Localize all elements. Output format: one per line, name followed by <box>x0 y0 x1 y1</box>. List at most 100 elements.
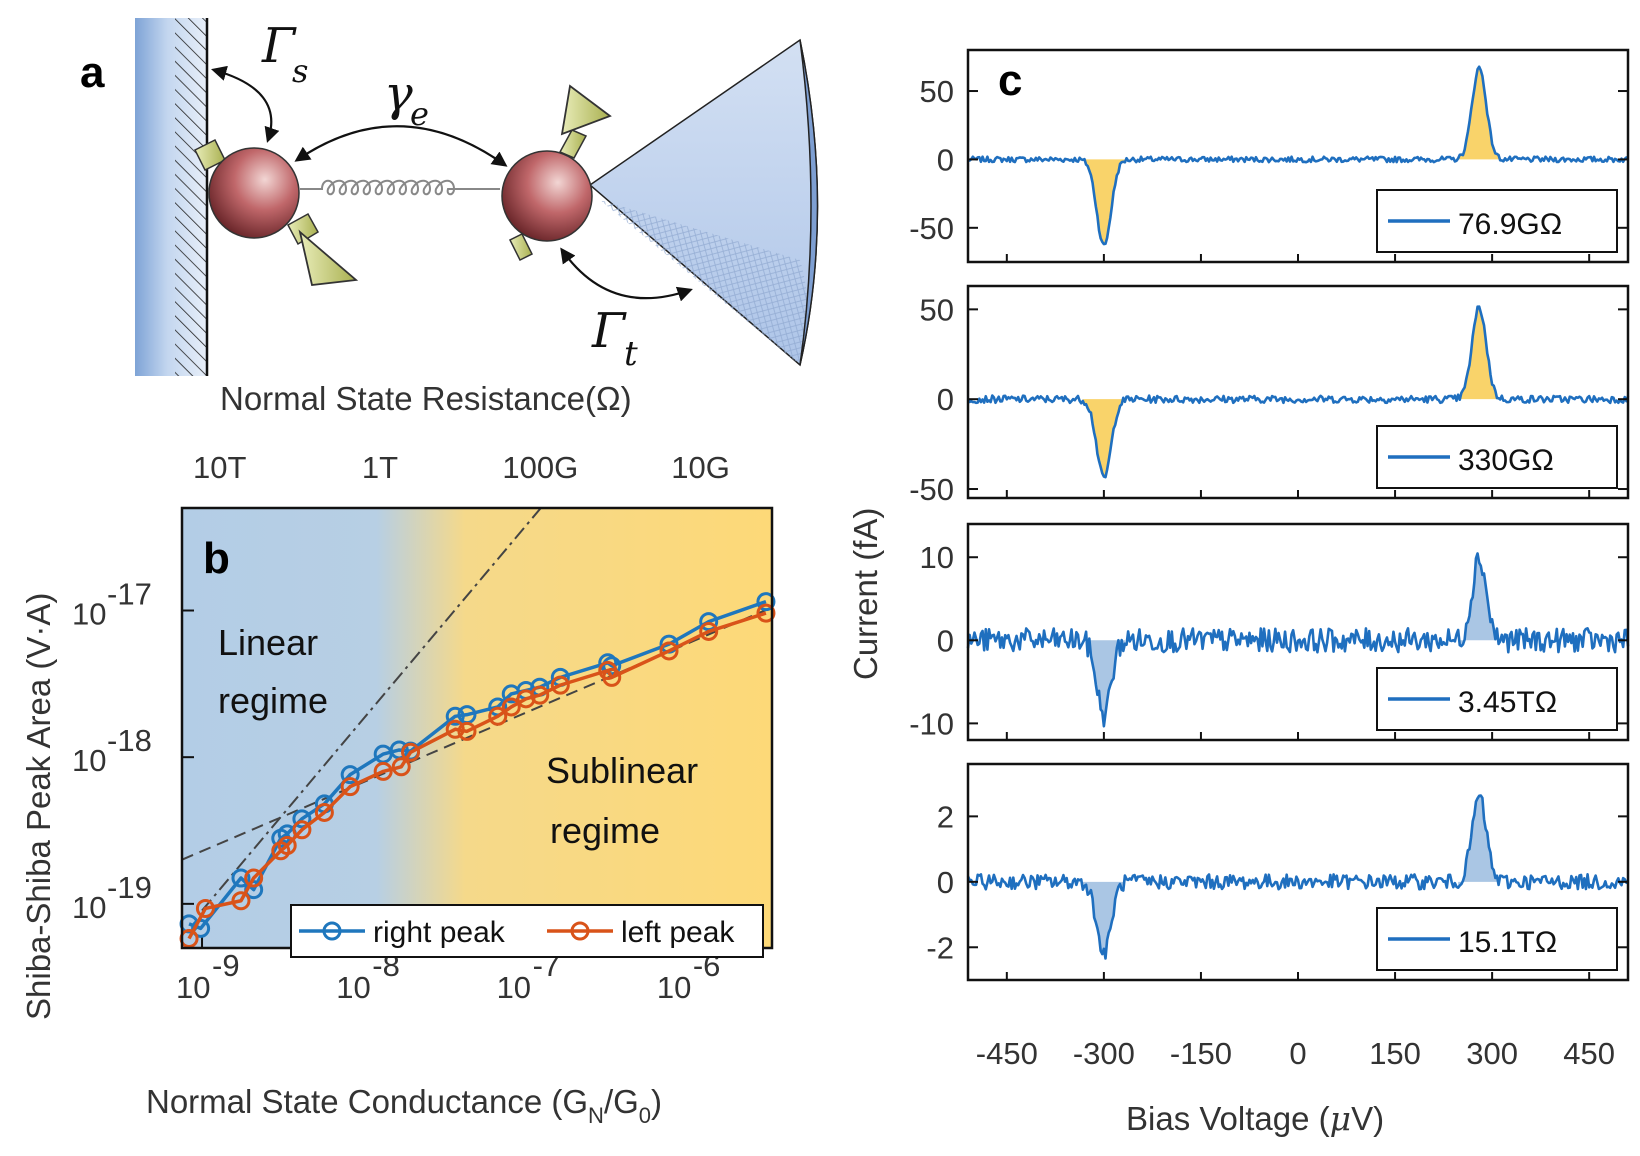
x-title-part-2: /G <box>604 1083 639 1120</box>
substrate-hatch <box>175 18 207 376</box>
left-peak-point <box>756 603 776 623</box>
dip-area <box>1082 397 1125 478</box>
panel-c-x-axis-title: Bias Voltage (μV) <box>1126 1099 1384 1138</box>
sublinear-regime-label-2: regime <box>550 810 660 851</box>
current-trace <box>966 552 1630 728</box>
gamma-e-arrow <box>294 125 508 167</box>
c-x-title-part-1: Bias Voltage ( <box>1126 1100 1330 1137</box>
legend-left-peak-label: left peak <box>621 916 735 949</box>
spin-arrow-cone-right <box>560 84 612 136</box>
right-peak-point <box>292 809 312 829</box>
subplot-legend: 330GΩ <box>1376 425 1618 489</box>
gamma-s-label: Γ <box>261 18 297 74</box>
left-peak-point <box>550 675 570 695</box>
legend-label: 76.9GΩ <box>1458 208 1562 241</box>
c-y-tick-label: 10 <box>920 540 954 575</box>
left-peak-point <box>401 742 421 762</box>
c-x-title-mu: μ <box>1330 1099 1351 1138</box>
gamma-t-sub: t <box>624 334 638 374</box>
subplot-legend: 3.45TΩ <box>1376 667 1618 731</box>
right-peak-point <box>445 706 465 726</box>
subplot-legend: 15.1TΩ <box>1376 907 1618 971</box>
fit-line-dashdot <box>201 507 542 912</box>
left-peak-point <box>391 757 411 777</box>
c-x-tick-label: 300 <box>1466 1036 1518 1071</box>
left-peak-point <box>699 621 719 641</box>
right-peak-point <box>340 765 360 785</box>
surface-spin <box>193 138 359 286</box>
linear-regime-label-1: Linear <box>218 622 318 663</box>
c-y-tick-label: -2 <box>926 930 954 965</box>
legend-label: 15.1TΩ <box>1458 926 1557 959</box>
c-y-tick-label: 0 <box>937 142 954 177</box>
panel-b-legend: right peak left peak <box>290 904 764 958</box>
x-title-part-3: ) <box>651 1083 662 1120</box>
tip-spin <box>501 84 612 262</box>
panel-c-letter: c <box>998 56 1022 105</box>
c-y-tick-label: 0 <box>937 623 954 658</box>
dip-area <box>1082 631 1125 727</box>
left-peak-point <box>445 719 465 739</box>
right-peak-point <box>231 868 251 888</box>
top-tick-label: 10T <box>193 450 246 485</box>
subplot-2: 50 0 -50 330GΩ <box>909 284 1630 507</box>
y-tick-exponent: -18 <box>107 723 152 758</box>
x-tick-label: 10 <box>176 970 210 1005</box>
panel-c-y-axis-title: Current (fA) <box>847 508 884 680</box>
left-peak-point <box>292 820 312 840</box>
x-title-part-1: Normal State Conductance (G <box>146 1083 588 1120</box>
panel-b-top-axis-title: Normal State Resistance(Ω) <box>220 380 632 417</box>
right-peak-point <box>602 656 622 676</box>
left-peak-point <box>457 721 477 741</box>
panel-b-top-ticks: 10T 1T 100G 10G <box>193 450 730 485</box>
spin-arrow-tail-right <box>508 232 534 262</box>
c-x-tick-label: 450 <box>1563 1036 1615 1071</box>
gamma-s-arrow <box>211 65 280 143</box>
top-tick-label: 1T <box>362 450 398 485</box>
legend-label: 3.45TΩ <box>1458 686 1557 719</box>
spring <box>300 179 500 196</box>
panel-b-letter: b <box>203 534 230 583</box>
gamma-t-arrow <box>560 247 693 302</box>
panel-c-x-ticks: -450 -300 -150 0 150 300 450 <box>976 1036 1615 1071</box>
spin-arrow-cone-left <box>298 229 359 286</box>
left-peak-point <box>231 891 251 911</box>
linear-regime-label-2: regime <box>218 680 328 721</box>
panel-a-letter: a <box>80 48 105 97</box>
c-y-tick-label: -50 <box>909 472 954 507</box>
left-peak-point <box>277 835 297 855</box>
gamma-e-sub: e <box>410 95 429 133</box>
subplot-3: 10 0 -10 3.45TΩ <box>909 522 1630 741</box>
left-peak-point <box>501 697 521 717</box>
left-peak-point <box>488 706 508 726</box>
gamma-t-label: Γ <box>591 303 627 359</box>
panel-c-subplots: 50 0 -50 76.9GΩ 50 0 -50 330GΩ 10 0 -10 3.45TΩ 2 0 -2 1… <box>909 48 1630 982</box>
left-peak-point <box>314 802 334 822</box>
stm-tip-rim <box>799 39 819 366</box>
left-peak-point <box>340 777 360 797</box>
top-tick-label: 100G <box>502 450 578 485</box>
c-x-tick-label: -450 <box>976 1036 1038 1071</box>
c-y-tick-label: 50 <box>920 292 954 327</box>
y-tick-label: 10 <box>72 890 106 925</box>
current-trace <box>967 65 1629 246</box>
legend-right-peak-marker <box>322 921 342 941</box>
c-y-tick-label: 0 <box>937 382 954 417</box>
panel-c: 50 0 -50 76.9GΩ 50 0 -50 330GΩ 10 0 -10 3.45TΩ 2 0 -2 1… <box>847 48 1630 1138</box>
panel-b-x-axis-title: Normal State Conductance (GN/G0) <box>146 1083 662 1128</box>
left-peak-point <box>659 641 679 661</box>
right-peak-point <box>756 592 776 612</box>
stm-tip-mesh <box>600 200 808 365</box>
c-y-tick-label: -50 <box>909 211 954 246</box>
c-y-tick-label: -10 <box>909 706 954 741</box>
left-peak-point <box>602 667 622 687</box>
spin-sphere-left <box>208 147 300 239</box>
left-peak-point <box>530 685 550 705</box>
gamma-s-sub: s <box>292 52 308 90</box>
legend-label: 330GΩ <box>1458 444 1554 477</box>
x-tick-label: 10 <box>497 970 531 1005</box>
left-peak-point <box>373 761 393 781</box>
panel-b-series <box>179 592 776 949</box>
